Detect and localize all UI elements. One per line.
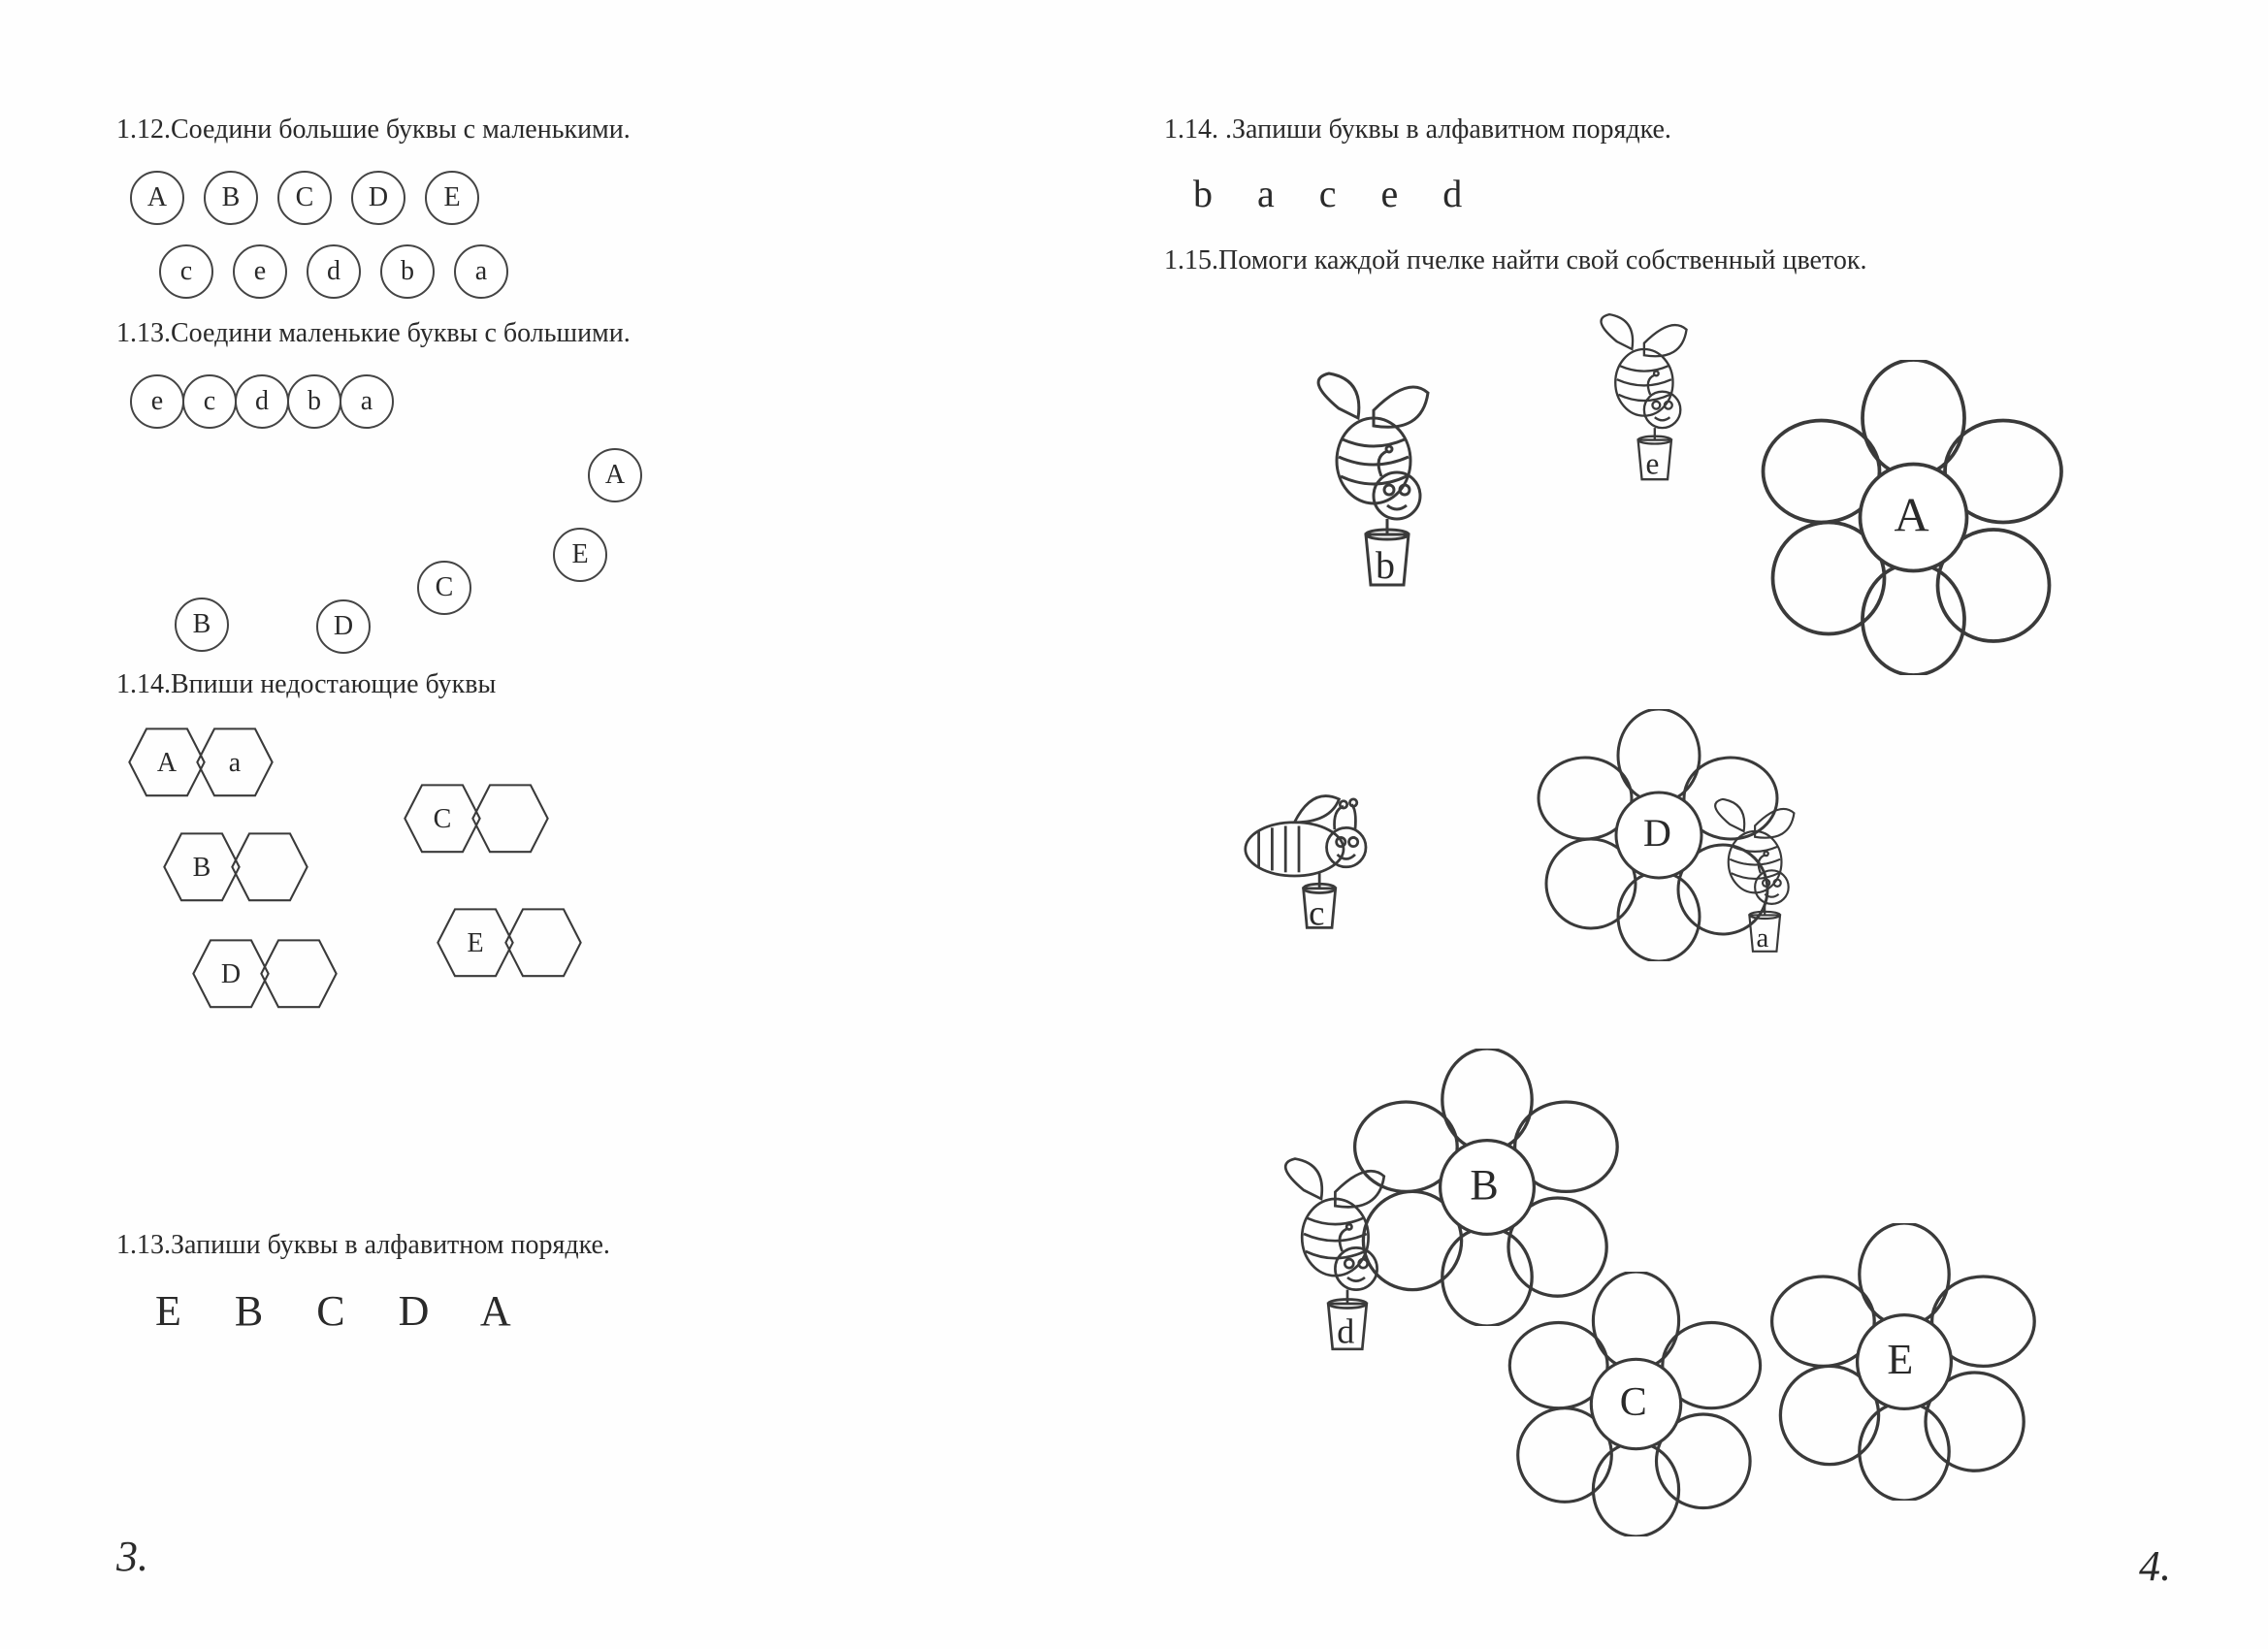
bees-area: A D B C: [1164, 302, 2231, 1563]
page-number-left: 3.: [116, 1532, 148, 1581]
letter-circle: c: [182, 374, 237, 429]
letter-circle: A: [588, 448, 642, 502]
hex-pair: C: [402, 782, 551, 857]
hex-pair: Aa: [126, 726, 275, 801]
letter-circle: e: [130, 374, 184, 429]
ex-113b: 1.13.Запиши буквы в алфавитном порядке. …: [116, 1230, 1183, 1336]
ex114r-letters: b a c e d: [1193, 171, 2231, 216]
letter-circle: E: [425, 171, 479, 225]
letter-circle: d: [307, 244, 361, 299]
letter-circle: B: [204, 171, 258, 225]
flower-c: C: [1504, 1272, 1768, 1536]
ex112-row-lower: cedba: [159, 244, 1183, 299]
flower-label: C: [1620, 1377, 1647, 1425]
hex-cell: [229, 830, 310, 906]
bee-a: a: [1688, 796, 1834, 964]
letter-circle: d: [235, 374, 289, 429]
hex-cell: [258, 937, 340, 1013]
ex-114: 1.14.Впиши недостающие буквы Aa BD CE: [116, 669, 1183, 1172]
page-number-right: 4.: [2139, 1541, 2171, 1591]
letter-circle: b: [380, 244, 435, 299]
letter-circle: a: [454, 244, 508, 299]
letter-circle: E: [553, 528, 607, 582]
ex-113a: 1.13.Соедини маленькие буквы с большими.…: [116, 318, 1183, 652]
hex-cell: [470, 782, 551, 857]
flower-label: A: [1895, 486, 1929, 543]
page-right: 1.14. .Запиши буквы в алфавитном порядке…: [1164, 97, 2231, 1563]
letter-circle: a: [340, 374, 394, 429]
page-left: 1.12.Соедини большие буквы с маленькими.…: [116, 97, 1183, 1365]
bee-bucket-label: b: [1376, 542, 1395, 588]
letter-circle: c: [159, 244, 213, 299]
letter-circle: D: [351, 171, 405, 225]
letter-circle: B: [175, 598, 229, 652]
ex113a-row-small: ecdba: [130, 374, 1183, 429]
hex-cell: [502, 906, 584, 982]
hex-cell: a: [194, 726, 275, 801]
letter-circle: C: [417, 561, 471, 615]
bee-e: e: [1571, 311, 1731, 493]
ex115-title: 1.15.Помоги каждой пчелке найти свой соб…: [1164, 245, 2231, 276]
hex-pair: D: [190, 937, 340, 1013]
bee-c: c: [1232, 787, 1428, 938]
ex113b-title: 1.13.Запиши буквы в алфавитном порядке.: [116, 1230, 1183, 1261]
flower-label: E: [1887, 1334, 1913, 1384]
bee-bucket-label: e: [1645, 446, 1659, 482]
letter-circle: C: [277, 171, 332, 225]
bee-bucket-label: d: [1337, 1310, 1354, 1351]
bee-bucket-label: c: [1309, 892, 1324, 934]
hex-area: Aa BD CE: [116, 726, 1183, 1172]
flower-label: B: [1470, 1159, 1498, 1210]
ex114r-title: 1.14. .Запиши буквы в алфавитном порядке…: [1164, 114, 2231, 146]
letter-circle: b: [287, 374, 341, 429]
ex112-row-upper: ABCDE: [130, 171, 1183, 225]
bee-d: d: [1251, 1155, 1435, 1365]
flower-label: D: [1643, 810, 1671, 856]
letter-circle: A: [130, 171, 184, 225]
bee-b: b: [1280, 370, 1484, 602]
ex-114r: 1.14. .Запиши буквы в алфавитном порядке…: [1164, 114, 2231, 216]
flower-e: E: [1766, 1223, 2043, 1501]
ex114-title: 1.14.Впиши недостающие буквы: [116, 669, 1183, 700]
letter-circle: e: [233, 244, 287, 299]
hex-pair: B: [161, 830, 310, 906]
ex113b-letters: E B C D A: [155, 1286, 1183, 1336]
ex112-title: 1.12.Соедини большие буквы с маленькими.: [116, 114, 1183, 146]
ex113a-title: 1.13.Соедини маленькие буквы с большими.: [116, 318, 1183, 349]
ex113a-free: AE C B D: [116, 448, 1183, 652]
hex-pair: E: [435, 906, 584, 982]
ex-115: 1.15.Помоги каждой пчелке найти свой соб…: [1164, 245, 2231, 1563]
flower-a: A: [1756, 360, 2071, 675]
letter-circle: D: [316, 599, 371, 654]
bee-bucket-label: a: [1757, 921, 1769, 954]
ex-112: 1.12.Соедини большие буквы с маленькими.…: [116, 114, 1183, 299]
